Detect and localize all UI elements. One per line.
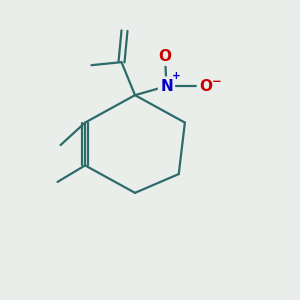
Text: +: + [172,71,181,81]
Text: −: − [212,75,222,88]
Text: N: N [160,79,173,94]
Text: O: O [199,79,212,94]
Text: O: O [158,49,172,64]
